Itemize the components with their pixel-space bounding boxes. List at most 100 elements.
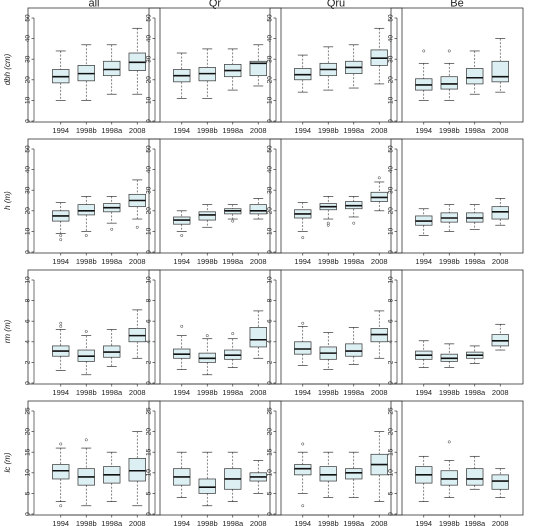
x-tick-label: 1998b — [439, 257, 460, 266]
x-tick-label: 2008 — [371, 126, 388, 135]
iqr-box — [249, 204, 267, 215]
y-tick-label: 25 — [267, 407, 274, 415]
x-tick-label: 1998b — [439, 388, 460, 397]
iqr-box — [491, 60, 509, 83]
box-2008 — [249, 198, 267, 220]
x-tick-label: 1994 — [173, 519, 190, 526]
x-tick-label: 1998b — [318, 126, 339, 135]
box-1998a — [103, 196, 121, 231]
y-tick-label: 0 — [146, 250, 153, 254]
iqr-box — [198, 211, 216, 221]
y-tick-label: 0 — [25, 119, 32, 123]
x-tick-label: 1994 — [294, 257, 311, 266]
box-2008 — [491, 323, 509, 351]
box-1998a — [224, 451, 242, 502]
x-tick-label: 1998a — [343, 519, 365, 526]
y-tick-label: 20 — [146, 428, 153, 436]
box-1994 — [173, 52, 191, 99]
box-1998b — [440, 440, 458, 498]
y-tick-label: 5 — [25, 491, 32, 495]
y-tick-label: 40 — [388, 35, 395, 43]
panel-r3-c0: 0 5 10 15 20 25 lc (m) 1994 1998b 1998a 2008 — [3, 400, 161, 526]
x-tick-label: 1998a — [101, 519, 123, 526]
x-tick-label: 1994 — [415, 388, 432, 397]
y-tick-label: 0 — [388, 512, 395, 516]
box-2008 — [249, 310, 267, 359]
x-tick-label: 1994 — [415, 519, 432, 526]
outlier-point — [59, 238, 63, 242]
y-tick-label: 20 — [388, 76, 395, 84]
box-1998b — [77, 330, 95, 376]
iqr-box — [466, 468, 484, 486]
y-tick-label: 0 — [267, 119, 274, 123]
outlier-point — [59, 234, 63, 237]
y-tick-label: 10 — [267, 96, 274, 104]
y-tick-label: 5 — [267, 491, 274, 495]
y-tick-label: 40 — [25, 166, 32, 174]
y-tick-label: 10 — [25, 96, 32, 104]
y-tick-label: 30 — [267, 186, 274, 194]
y-tick-label: 50 — [388, 14, 395, 22]
panel-r2-c3: 0 2 4 6 8 10 1994 1998b 1998a 2008 — [388, 269, 524, 397]
y-tick-label: 0 — [388, 250, 395, 254]
y-tick-label: 5 — [388, 491, 395, 495]
x-tick-label: 1998b — [197, 126, 218, 135]
x-tick-label: 2008 — [371, 388, 388, 397]
x-tick-label: 1998a — [222, 126, 244, 135]
x-tick-label: 2008 — [250, 519, 267, 526]
outlier-point — [326, 223, 330, 227]
x-tick-label: 1994 — [415, 126, 432, 135]
y-tick-label: 20 — [25, 207, 32, 215]
box-1998a — [345, 196, 363, 225]
y-tick-label: 50 — [388, 145, 395, 153]
x-tick-label: 1998a — [101, 126, 123, 135]
y-tick-label: 25 — [388, 407, 395, 415]
x-tick-label: 1998a — [222, 519, 244, 526]
y-tick-label: 30 — [267, 55, 274, 63]
iqr-box — [294, 341, 312, 355]
y-tick-label: 20 — [25, 76, 32, 84]
x-tick-label: 1994 — [173, 126, 190, 135]
iqr-box — [249, 327, 267, 348]
y-tick-label: 30 — [146, 186, 153, 194]
y-tick-label: 10 — [388, 227, 395, 235]
x-tick-label: 1998a — [222, 388, 244, 397]
iqr-box — [440, 470, 458, 486]
panel-r1-c2: 0 10 20 30 40 50 1994 1998b 1998a 2008 — [267, 138, 403, 266]
outlier-point — [59, 442, 63, 446]
y-tick-label: 50 — [25, 14, 32, 22]
box-1994 — [415, 455, 433, 502]
box-2008 — [370, 431, 388, 502]
y-tick-label: 2 — [267, 360, 274, 364]
box-2008 — [128, 27, 146, 95]
x-tick-label: 2008 — [371, 519, 388, 526]
y-tick-label: 10 — [267, 469, 274, 477]
panel-r0-c1: Qr 0 10 20 30 40 50 1994 1998b 1998a 2008 — [146, 0, 282, 135]
box-2008 — [249, 44, 267, 87]
y-tick-label: 40 — [146, 166, 153, 174]
box-1998b — [319, 196, 337, 227]
outlier-point — [447, 440, 451, 444]
y-tick-label: 2 — [388, 360, 395, 364]
box-1994 — [173, 210, 191, 237]
box-1998a — [103, 451, 121, 502]
y-tick-label: 5 — [146, 491, 153, 495]
y-tick-label: 30 — [146, 55, 153, 63]
iqr-box — [77, 204, 95, 216]
y-tick-label: 20 — [267, 76, 274, 84]
outlier-point — [205, 334, 209, 338]
y-tick-label: 0 — [388, 119, 395, 123]
box-2008 — [128, 179, 146, 229]
iqr-box — [198, 478, 216, 494]
x-tick-label: 1998a — [464, 519, 486, 526]
y-tick-label: 20 — [267, 428, 274, 436]
box-1998a — [345, 44, 363, 89]
x-tick-label: 1998a — [464, 388, 486, 397]
y-tick-label: 10 — [146, 227, 153, 235]
panel-frame — [148, 269, 282, 385]
y-tick-label: 10 — [267, 227, 274, 235]
x-tick-label: 1994 — [294, 519, 311, 526]
box-1998a — [466, 345, 484, 364]
x-tick-label: 2008 — [371, 257, 388, 266]
box-1998b — [319, 46, 337, 91]
